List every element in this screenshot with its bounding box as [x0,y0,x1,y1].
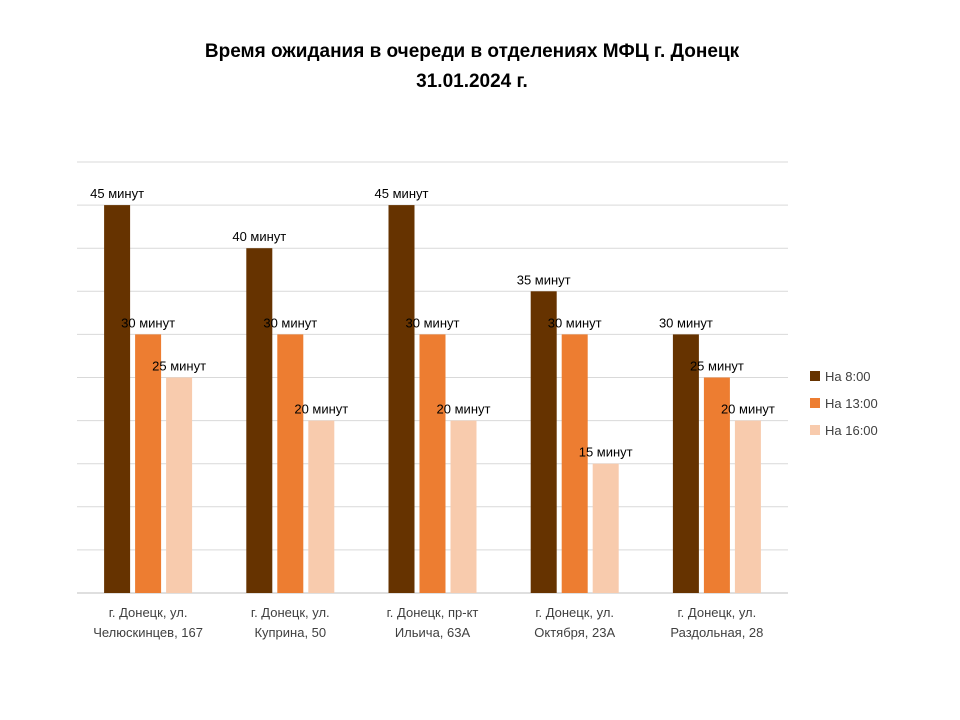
data-label: 30 минут [263,315,317,330]
data-label: 30 минут [659,315,713,330]
bar-series-2-category-3 [419,334,446,593]
bar-series-3-category-1 [166,377,193,593]
bar-series-2-category-5 [703,377,730,593]
legend-label: На 8:00 [825,369,871,384]
bar-series-1-category-5 [672,334,699,593]
bar-series-1-category-2 [246,248,273,593]
data-labels: 45 минут 40 минут 45 минут 35 минут 30 минут… [90,186,775,460]
data-label: 25 минут [690,359,744,374]
x-axis: г. Донецк, ул. Челюскинцев, 167 г. Донецк,… [93,605,763,640]
data-label: 20 минут [294,402,348,417]
data-label: 20 минут [721,402,775,417]
legend-swatch [810,398,820,408]
bars [104,205,761,593]
bar-series-2-category-1 [135,334,162,593]
legend-label: На 13:00 [825,396,878,411]
x-tick-label: Челюскинцев, 167 [93,625,203,640]
bar-series-1-category-3 [388,205,415,593]
legend: На 8:00 На 13:00 На 16:00 [810,369,878,438]
legend-label: На 16:00 [825,423,878,438]
x-tick-label: Ильича, 63А [395,625,471,640]
chart-title-line-1: Время ожидания в очереди в отделениях МФ… [205,41,740,62]
x-tick-label: г. Донецк, ул. [251,605,330,620]
bar-series-3-category-5 [734,420,761,593]
bar-series-1-category-1 [104,205,131,593]
bar-series-3-category-3 [450,420,477,593]
x-tick-label: Октября, 23А [534,625,615,640]
x-tick-label: г. Донецк, пр-кт [387,605,479,620]
chart-title-line-2: 31.01.2024 г. [416,71,528,92]
data-label: 40 минут [232,229,286,244]
legend-swatch [810,425,820,435]
legend-swatch [810,371,820,381]
bar-series-2-category-2 [277,334,304,593]
data-label: 35 минут [517,272,571,287]
data-label: 25 минут [152,359,206,374]
x-tick-label: г. Донецк, ул. [678,605,757,620]
bar-series-1-category-4 [530,291,557,593]
data-label: 30 минут [548,315,602,330]
bar-series-3-category-4 [592,463,619,593]
data-label: 30 минут [406,315,460,330]
x-tick-label: г. Донецк, ул. [535,605,614,620]
data-label: 15 минут [579,445,633,460]
bar-series-2-category-4 [561,334,588,593]
data-label: 45 минут [90,186,144,201]
data-label: 20 минут [437,402,491,417]
data-label: 30 минут [121,315,175,330]
x-tick-label: Раздольная, 28 [670,625,763,640]
data-label: 45 минут [375,186,429,201]
x-tick-label: г. Донецк, ул. [109,605,188,620]
x-tick-label: Куприна, 50 [254,625,326,640]
bar-series-3-category-2 [308,420,335,593]
